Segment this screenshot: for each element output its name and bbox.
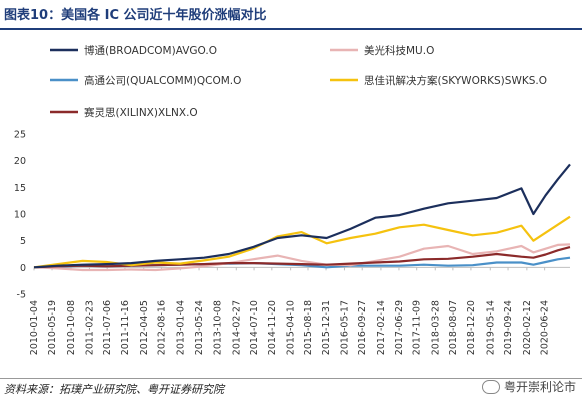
x-tick-label: 2018-03-28 [430, 300, 441, 355]
x-tick-label: 2017-11-09 [412, 300, 423, 355]
title-divider [0, 28, 582, 30]
y-tick-label: -5 [17, 290, 26, 301]
x-tick-label: 2018-12-20 [466, 300, 477, 355]
footer-divider [0, 378, 582, 379]
chart-title: 图表10：美国各 IC 公司近十年股价涨幅对比 [4, 8, 267, 23]
x-axis: 2010-01-04 2010-05-19 2010-10-08 2011-02-23… [29, 267, 551, 355]
x-tick-label: 2014-11-20 [267, 300, 278, 355]
x-tick-label: 2019-09-24 [503, 300, 514, 355]
x-tick-label: 2019-05-14 [485, 300, 496, 355]
legend: 博通(BROADCOM)AVGO.O 美光科技MU.O 高通公司(QUALCOMM)… [50, 44, 547, 119]
series-line [33, 163, 571, 269]
line-chart: 博通(BROADCOM)AVGO.O 美光科技MU.O 高通公司(QUALCOMM)… [14, 44, 571, 355]
source-note: 资料来源：拓璞产业研究院、粤开证券研究院 [4, 383, 224, 396]
x-tick-label: 2017-06-29 [394, 300, 405, 355]
legend-label: 美光科技MU.O [364, 44, 434, 57]
y-tick-label: 10 [14, 210, 26, 221]
y-tick-label: 5 [20, 236, 26, 247]
x-tick-label: 2013-05-24 [194, 300, 205, 355]
legend-label: 思佳讯解决方案(SKYWORKS)SWKS.O [364, 74, 547, 87]
x-tick-label: 2013-10-08 [212, 300, 223, 355]
x-tick-label: 2014-02-27 [231, 300, 242, 355]
watermark-text: 粤开崇利论市 [503, 380, 576, 394]
series-lines [33, 163, 571, 272]
x-tick-label: 2012-04-05 [139, 300, 150, 355]
watermark: 粤开崇利论市 [481, 378, 576, 395]
legend-label: 高通公司(QUALCOMM)QCOM.O [84, 74, 241, 87]
x-tick-label: 2016-05-17 [339, 300, 350, 355]
y-axis: -5 0 5 10 15 20 25 [14, 130, 570, 301]
x-tick-label: 2013-01-04 [175, 300, 186, 355]
x-tick-label: 2012-08-16 [157, 300, 168, 355]
x-tick-label: 2011-02-23 [84, 300, 95, 355]
series-line [33, 215, 571, 269]
x-tick-label: 2014-07-10 [249, 300, 260, 355]
legend-label: 赛灵思(XILINX)XLNX.O [84, 106, 198, 119]
x-tick-label: 2010-05-19 [47, 300, 58, 355]
x-tick-label: 2020-02-12 [522, 300, 533, 355]
y-tick-label: 0 [20, 263, 26, 274]
x-tick-label: 2015-04-10 [286, 300, 297, 355]
x-tick-label: 2015-08-18 [303, 300, 314, 355]
x-tick-label: 2018-08-07 [448, 300, 459, 355]
x-tick-label: 2016-09-27 [357, 300, 368, 355]
y-tick-label: 20 [14, 156, 26, 167]
x-tick-label: 2011-07-06 [102, 300, 113, 355]
y-tick-label: 25 [14, 130, 26, 141]
x-tick-label: 2011-11-16 [120, 300, 131, 355]
legend-label: 博通(BROADCOM)AVGO.O [84, 44, 217, 57]
x-tick-label: 2010-01-04 [29, 300, 40, 355]
x-tick-label: 2015-12-31 [321, 300, 332, 355]
x-tick-label: 2020-06-24 [540, 300, 551, 355]
x-tick-label: 2010-10-08 [66, 300, 77, 355]
wechat-icon [481, 379, 500, 394]
y-tick-label: 15 [14, 183, 26, 194]
x-tick-label: 2017-02-14 [376, 300, 387, 355]
